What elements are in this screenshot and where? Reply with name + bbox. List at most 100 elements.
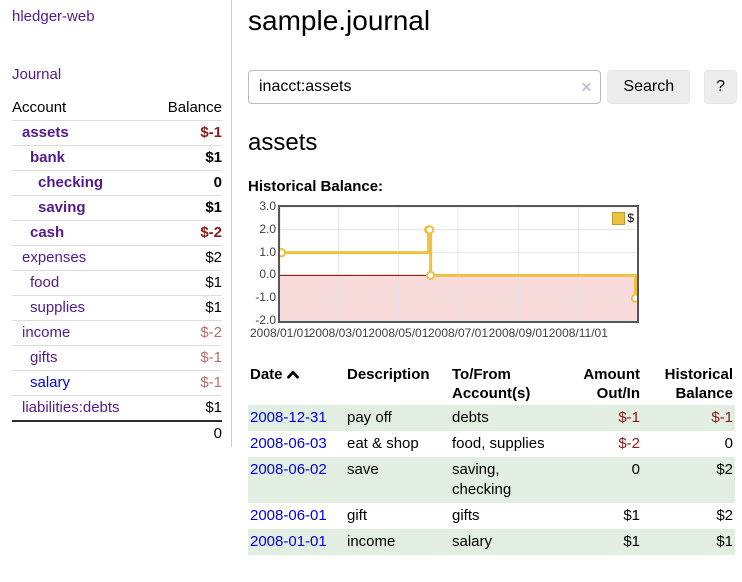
y-axis-tick-label: -1.0 bbox=[255, 290, 276, 305]
account-link[interactable]: salary bbox=[30, 374, 71, 391]
chart-legend: $ bbox=[611, 210, 635, 226]
transaction-accounts: salary bbox=[452, 533, 493, 550]
balance-chart-svg bbox=[280, 207, 637, 321]
x-axis-tick-label: 2008/01/01 bbox=[249, 326, 311, 340]
account-link[interactable]: saving bbox=[38, 199, 86, 216]
account-row: checking 0 bbox=[12, 170, 222, 196]
transaction-accounts: gifts bbox=[452, 507, 480, 524]
transaction-date-link[interactable]: 2008-01-01 bbox=[250, 533, 327, 550]
transaction-description: gift bbox=[347, 507, 368, 524]
chart-x-axis-labels: 2008/01/01 2008/03/01 2008/05/01 2008/07/01… bbox=[250, 324, 639, 342]
transaction-description: income bbox=[347, 533, 396, 550]
register-header-row: Date Description To/From Account(s) Amou… bbox=[248, 363, 735, 405]
search-input[interactable] bbox=[248, 70, 602, 104]
search-box: ✕ bbox=[248, 70, 602, 104]
app-title-link[interactable]: hledger-web bbox=[12, 8, 95, 25]
y-axis-tick-label: 2.0 bbox=[259, 221, 276, 236]
x-axis-tick-label: 2008/05/01 bbox=[368, 326, 429, 340]
accounts-total-value: 0 bbox=[213, 425, 222, 442]
y-axis-tick-label: 0.0 bbox=[259, 267, 276, 282]
x-axis-tick-label: 2008/03/01 bbox=[308, 326, 369, 340]
main-content: sample.journal ✕ Search ? assets Histori… bbox=[248, 0, 737, 555]
account-row: gifts $-1 bbox=[12, 345, 222, 371]
transaction-row: 2008-06-02 save saving, checking 0 $2 bbox=[248, 457, 735, 503]
page-title: sample.journal bbox=[248, 5, 431, 36]
register-table: Date Description To/From Account(s) Amou… bbox=[248, 363, 735, 555]
account-link[interactable]: supplies bbox=[30, 299, 86, 316]
account-balance: $1 bbox=[205, 299, 222, 316]
account-balance: $1 bbox=[205, 199, 222, 216]
transaction-balance: 0 bbox=[724, 435, 733, 452]
sort-ascending-icon bbox=[286, 366, 300, 385]
column-header-date[interactable]: Date bbox=[248, 363, 345, 405]
balance-column-header: Balance bbox=[167, 99, 222, 116]
account-balance: $1 bbox=[205, 399, 222, 416]
account-row: salary $-1 bbox=[12, 370, 222, 396]
y-axis-tick-label: -2.0 bbox=[255, 313, 276, 327]
transaction-row: 2008-12-31 pay off debts $-1 $-1 bbox=[248, 405, 735, 431]
account-balance: $1 bbox=[205, 149, 222, 166]
search-form: ✕ Search ? bbox=[248, 70, 737, 104]
transaction-date-link[interactable]: 2008-06-01 bbox=[250, 507, 327, 524]
account-balance: $-1 bbox=[200, 124, 222, 141]
transaction-amount: $1 bbox=[623, 533, 640, 550]
account-link[interactable]: expenses bbox=[22, 249, 87, 266]
account-row: income $-2 bbox=[12, 320, 222, 346]
account-row: saving $1 bbox=[12, 195, 222, 221]
search-button[interactable]: Search bbox=[607, 70, 691, 104]
account-row: supplies $1 bbox=[12, 295, 222, 321]
historical-balance-chart: $ 3.0 2.0 1.0 0.0 -1.0 -2.0 2008/01/01 2008/03… bbox=[248, 199, 639, 342]
column-header-balance: Historical Balance bbox=[664, 366, 733, 402]
sidebar: hledger-web Journal Account Balance asse… bbox=[0, 0, 232, 447]
account-balance: $-1 bbox=[200, 374, 222, 391]
account-balance: $-2 bbox=[200, 324, 222, 341]
transaction-balance: $2 bbox=[716, 461, 733, 478]
account-heading: assets bbox=[248, 129, 318, 156]
nav-journal-link[interactable]: Journal bbox=[12, 66, 62, 83]
transaction-description: eat & shop bbox=[347, 435, 419, 452]
account-link[interactable]: food bbox=[30, 274, 60, 291]
account-balance: $-2 bbox=[200, 224, 222, 241]
column-header-accounts: To/From Account(s) bbox=[452, 366, 531, 402]
transaction-date-link[interactable]: 2008-06-02 bbox=[250, 461, 327, 478]
account-balance: $-1 bbox=[200, 349, 222, 366]
account-link[interactable]: gifts bbox=[30, 349, 58, 366]
accounts-total-row: 0 bbox=[12, 421, 222, 446]
legend-label: $ bbox=[627, 211, 634, 225]
transaction-amount: 0 bbox=[631, 461, 640, 478]
transaction-amount: $-1 bbox=[618, 409, 640, 426]
x-axis-tick-label: 2008/07/01 bbox=[427, 326, 489, 340]
account-link[interactable]: liabilities:debts bbox=[22, 399, 120, 416]
transaction-balance: $2 bbox=[716, 507, 733, 524]
accounts-table-header: Account Balance bbox=[12, 96, 222, 121]
chart-title: Historical Balance: bbox=[248, 178, 384, 195]
transaction-amount: $-2 bbox=[618, 435, 640, 452]
account-link[interactable]: checking bbox=[38, 174, 104, 191]
account-link[interactable]: bank bbox=[30, 149, 66, 166]
transaction-description: pay off bbox=[347, 409, 392, 426]
account-row: expenses $2 bbox=[12, 245, 222, 271]
x-axis-tick-label: 2008/09/01 bbox=[488, 326, 549, 340]
accounts-column-header: Account bbox=[12, 99, 67, 116]
clear-search-icon[interactable]: ✕ bbox=[580, 79, 593, 95]
account-balance: $1 bbox=[205, 274, 222, 291]
transaction-accounts: food, supplies bbox=[452, 435, 545, 452]
transaction-date-link[interactable]: 2008-06-03 bbox=[250, 435, 327, 452]
chart-plot-area: $ 3.0 2.0 1.0 0.0 -1.0 -2.0 bbox=[255, 199, 639, 327]
account-balance: 0 bbox=[213, 174, 222, 191]
transaction-amount: $1 bbox=[623, 507, 640, 524]
transaction-accounts: saving, checking bbox=[452, 461, 512, 498]
transaction-row: 2008-01-01 income salary $1 $1 bbox=[248, 529, 735, 555]
transaction-balance: $1 bbox=[716, 533, 733, 550]
accounts-table: Account Balance assets $-1 bank $1 checking 0… bbox=[12, 96, 222, 446]
help-button[interactable]: ? bbox=[704, 70, 737, 104]
transaction-balance: $-1 bbox=[711, 409, 733, 426]
account-link[interactable]: cash bbox=[30, 224, 65, 241]
y-axis-tick-label: 1.0 bbox=[259, 244, 276, 259]
account-link[interactable]: income bbox=[22, 324, 71, 341]
y-axis-tick-label: 3.0 bbox=[259, 199, 276, 213]
transaction-row: 2008-06-03 eat & shop food, supplies $-2 0 bbox=[248, 431, 735, 457]
transaction-date-link[interactable]: 2008-12-31 bbox=[250, 409, 327, 426]
account-link[interactable]: assets bbox=[22, 124, 69, 141]
legend-swatch-icon bbox=[612, 211, 626, 225]
